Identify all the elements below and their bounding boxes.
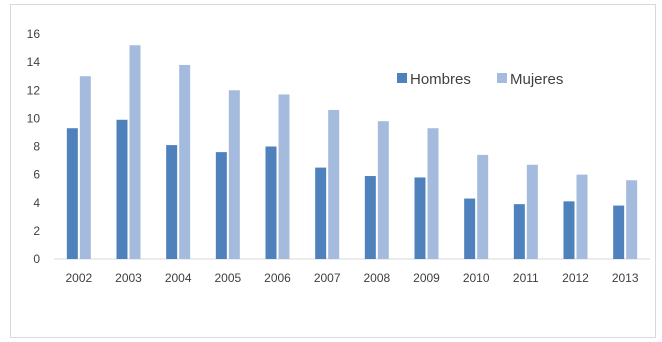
y-tick-label: 6 bbox=[33, 168, 40, 182]
bar-hombres-2013 bbox=[613, 205, 625, 259]
x-tick-label: 2009 bbox=[413, 271, 440, 285]
y-tick-label: 2 bbox=[33, 224, 40, 238]
y-tick-label: 14 bbox=[27, 55, 41, 69]
legend-label-hombres: Hombres bbox=[410, 71, 471, 88]
bar-mujeres-2003 bbox=[129, 45, 141, 259]
bar-hombres-2007 bbox=[315, 167, 327, 259]
x-tick-label: 2004 bbox=[165, 271, 192, 285]
bar-hombres-2012 bbox=[563, 201, 575, 259]
bar-hombres-2009 bbox=[414, 177, 426, 259]
bar-mujeres-2005 bbox=[228, 90, 240, 259]
bar-hombres-2010 bbox=[464, 198, 476, 259]
bars bbox=[66, 45, 638, 259]
bar-hombres-2002 bbox=[66, 128, 78, 259]
bar-mujeres-2007 bbox=[328, 109, 340, 259]
y-tick-label: 10 bbox=[27, 111, 41, 125]
y-tick-label: 12 bbox=[27, 83, 41, 97]
bar-mujeres-2013 bbox=[626, 180, 638, 259]
y-tick-label: 4 bbox=[33, 196, 40, 210]
x-tick-label: 2012 bbox=[562, 271, 589, 285]
x-axis-ticks: 2002 2003 2004 2005 2006 2007 2008 2009 2010 2011… bbox=[65, 271, 638, 285]
x-tick-label: 2013 bbox=[612, 271, 639, 285]
legend: Hombres Mujeres bbox=[397, 71, 563, 88]
legend-label-mujeres: Mujeres bbox=[510, 71, 563, 88]
legend-swatch-mujeres bbox=[497, 73, 507, 83]
legend-swatch-hombres bbox=[397, 73, 407, 83]
x-tick-label: 2010 bbox=[463, 271, 490, 285]
bar-hombres-2005 bbox=[215, 152, 227, 259]
x-tick-label: 2002 bbox=[65, 271, 92, 285]
x-tick-label: 2008 bbox=[363, 271, 390, 285]
y-tick-label: 16 bbox=[27, 27, 41, 41]
x-tick-label: 2003 bbox=[115, 271, 142, 285]
x-tick-label: 2011 bbox=[513, 271, 539, 285]
bar-hombres-2008 bbox=[364, 176, 376, 259]
bar-hombres-2003 bbox=[116, 119, 128, 259]
x-tick-label: 2007 bbox=[314, 271, 341, 285]
bar-mujeres-2006 bbox=[278, 94, 290, 259]
bar-mujeres-2012 bbox=[576, 174, 588, 259]
bar-mujeres-2010 bbox=[477, 154, 489, 259]
bar-hombres-2006 bbox=[265, 146, 277, 259]
bar-mujeres-2008 bbox=[377, 121, 389, 259]
bar-mujeres-2009 bbox=[427, 128, 439, 259]
y-axis-ticks: 0 2 4 6 8 10 12 14 16 bbox=[27, 27, 41, 266]
bar-mujeres-2002 bbox=[79, 76, 91, 259]
bar-mujeres-2011 bbox=[526, 164, 538, 259]
bar-hombres-2011 bbox=[513, 204, 525, 259]
x-tick-label: 2006 bbox=[264, 271, 291, 285]
bar-hombres-2004 bbox=[166, 145, 178, 259]
y-tick-label: 0 bbox=[33, 252, 40, 266]
bar-mujeres-2004 bbox=[179, 64, 191, 259]
x-tick-label: 2005 bbox=[214, 271, 241, 285]
y-tick-label: 8 bbox=[33, 140, 40, 154]
